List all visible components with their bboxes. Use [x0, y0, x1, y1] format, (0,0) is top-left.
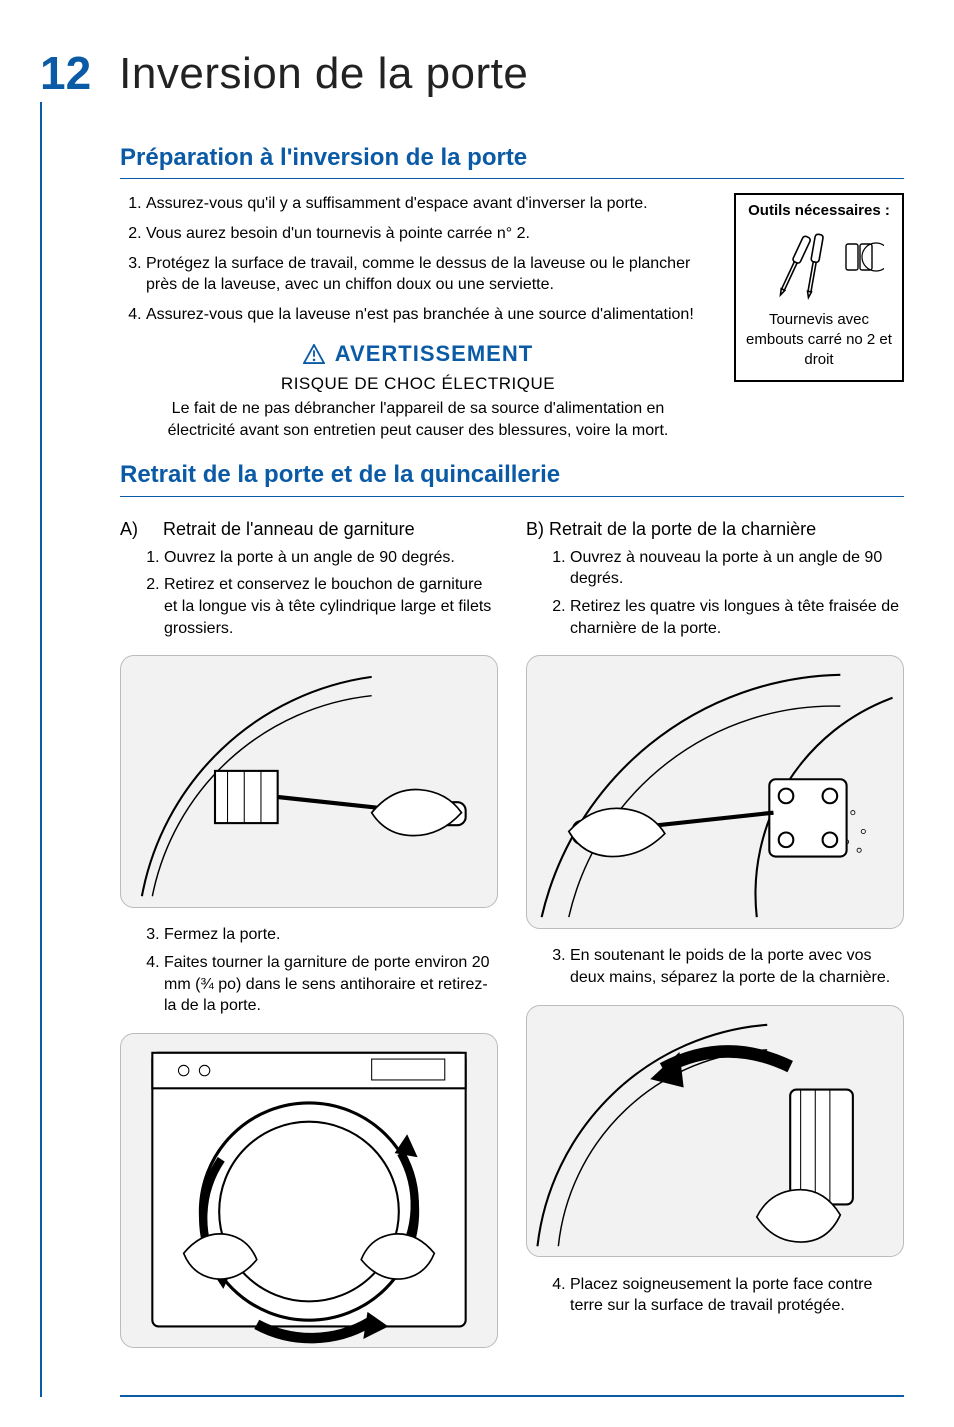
step: En soutenant le poids de la porte avec v…: [570, 945, 904, 988]
prep-step: Assurez-vous que la laveuse n'est pas br…: [146, 304, 716, 326]
page-content: Préparation à l'inversion de la porte As…: [40, 102, 904, 1397]
step: Fermez la porte.: [164, 924, 498, 946]
warning-body: Le fait de ne pas débrancher l'appareil …: [158, 398, 678, 441]
prep-step: Assurez-vous qu'il y a suffisamment d'es…: [146, 193, 716, 215]
illustration-hinge-screws: [526, 655, 904, 929]
screwdriver-icon: [754, 228, 884, 304]
removal-columns: A) Retrait de l'anneau de garniture Ouvr…: [120, 511, 904, 1365]
illustration-separate-door: [526, 1005, 904, 1258]
page-number: 12: [40, 40, 91, 96]
step: Ouvrez à nouveau la porte à un angle de …: [570, 547, 904, 590]
step: Retirez les quatre vis longues à tête fr…: [570, 596, 904, 639]
page-title: Inversion de la porte: [119, 42, 528, 96]
warning-triangle-icon: [303, 344, 325, 364]
step: Placez soigneusement la porte face contr…: [570, 1274, 904, 1317]
col-a-steps-bottom: Fermez la porte. Faites tourner la garni…: [120, 924, 498, 1016]
col-b-title: B) Retrait de la porte de la charnière: [526, 517, 904, 541]
warning-subhead: RISQUE DE CHOC ÉLECTRIQUE: [120, 373, 716, 396]
prep-step: Protégez la surface de travail, comme le…: [146, 253, 716, 296]
tools-caption: Tournevis avec embouts carré no 2 et dro…: [742, 310, 896, 371]
col-b: B) Retrait de la porte de la charnière O…: [526, 511, 904, 1365]
step: Retirez et conservez le bouchon de garni…: [164, 574, 498, 639]
col-b-steps-mid: En soutenant le poids de la porte avec v…: [526, 945, 904, 988]
step: Ouvrez la porte à un angle de 90 degrés.: [164, 547, 498, 569]
illustration-trim-screw: [120, 655, 498, 908]
col-b-steps-bottom: Placez soigneusement la porte face contr…: [526, 1274, 904, 1317]
bottom-rule: [120, 1395, 904, 1397]
col-a-steps-top: Ouvrez la porte à un angle de 90 degrés.…: [120, 547, 498, 639]
tools-box: Outils nécessaires :: [734, 193, 904, 382]
tools-title: Outils nécessaires :: [742, 201, 896, 221]
col-a-title: A) Retrait de l'anneau de garniture: [120, 517, 498, 541]
col-a: A) Retrait de l'anneau de garniture Ouvr…: [120, 511, 498, 1365]
preparation-wrap: Assurez-vous qu'il y a suffisamment d'es…: [120, 193, 904, 459]
illustration-rotate-trim: [120, 1033, 498, 1348]
preparation-steps: Assurez-vous qu'il y a suffisamment d'es…: [120, 193, 716, 325]
section-heading-preparation: Préparation à l'inversion de la porte: [120, 142, 904, 179]
warning-label-text: AVERTISSEMENT: [335, 339, 533, 369]
step: Faites tourner la garniture de porte env…: [164, 952, 498, 1017]
warning-label: AVERTISSEMENT: [120, 339, 716, 369]
section-heading-removal: Retrait de la porte et de la quincailler…: [120, 459, 904, 496]
preparation-steps-col: Assurez-vous qu'il y a suffisamment d'es…: [120, 193, 716, 459]
col-b-steps-top: Ouvrez à nouveau la porte à un angle de …: [526, 547, 904, 639]
prep-step: Vous aurez besoin d'un tournevis à point…: [146, 223, 716, 245]
page-header: 12 Inversion de la porte: [40, 40, 904, 102]
page: 12 Inversion de la porte Préparation à l…: [0, 0, 954, 1427]
